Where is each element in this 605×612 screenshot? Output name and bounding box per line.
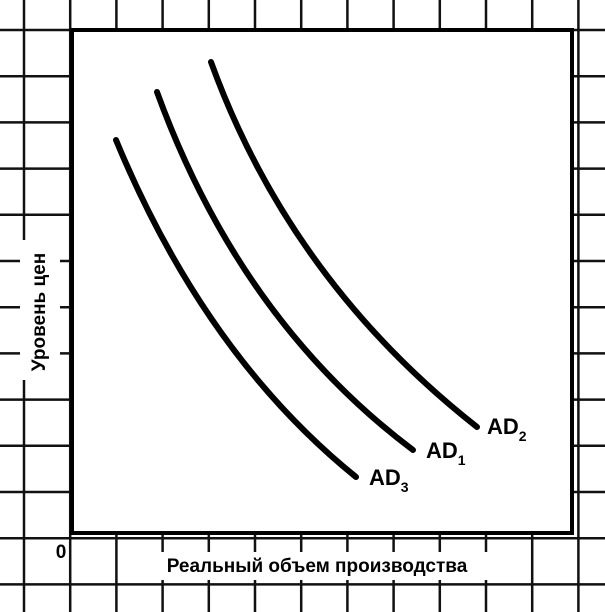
label-backdrop [130, 552, 504, 580]
curve-subscript: 2 [519, 428, 527, 444]
curve-name: AD [426, 438, 458, 463]
x-axis-label: Реальный объем производства [167, 556, 468, 577]
curve-ad1 [154, 89, 416, 453]
y-axis-label: Уровень цен [29, 253, 50, 371]
origin-label: 0 [56, 542, 67, 563]
curve-ad3 [113, 137, 359, 480]
curve-ad2 [208, 59, 480, 430]
curve-subscript: 1 [458, 452, 466, 468]
curve-subscript: 3 [401, 479, 409, 495]
curve-name: AD [369, 465, 401, 490]
curve-label: AD2 [487, 414, 527, 444]
curve-label: AD1 [426, 438, 466, 468]
plot-area [70, 28, 574, 535]
curve-name: AD [487, 414, 519, 439]
label-backdrop [20, 240, 60, 380]
curve-label: AD3 [369, 465, 409, 495]
